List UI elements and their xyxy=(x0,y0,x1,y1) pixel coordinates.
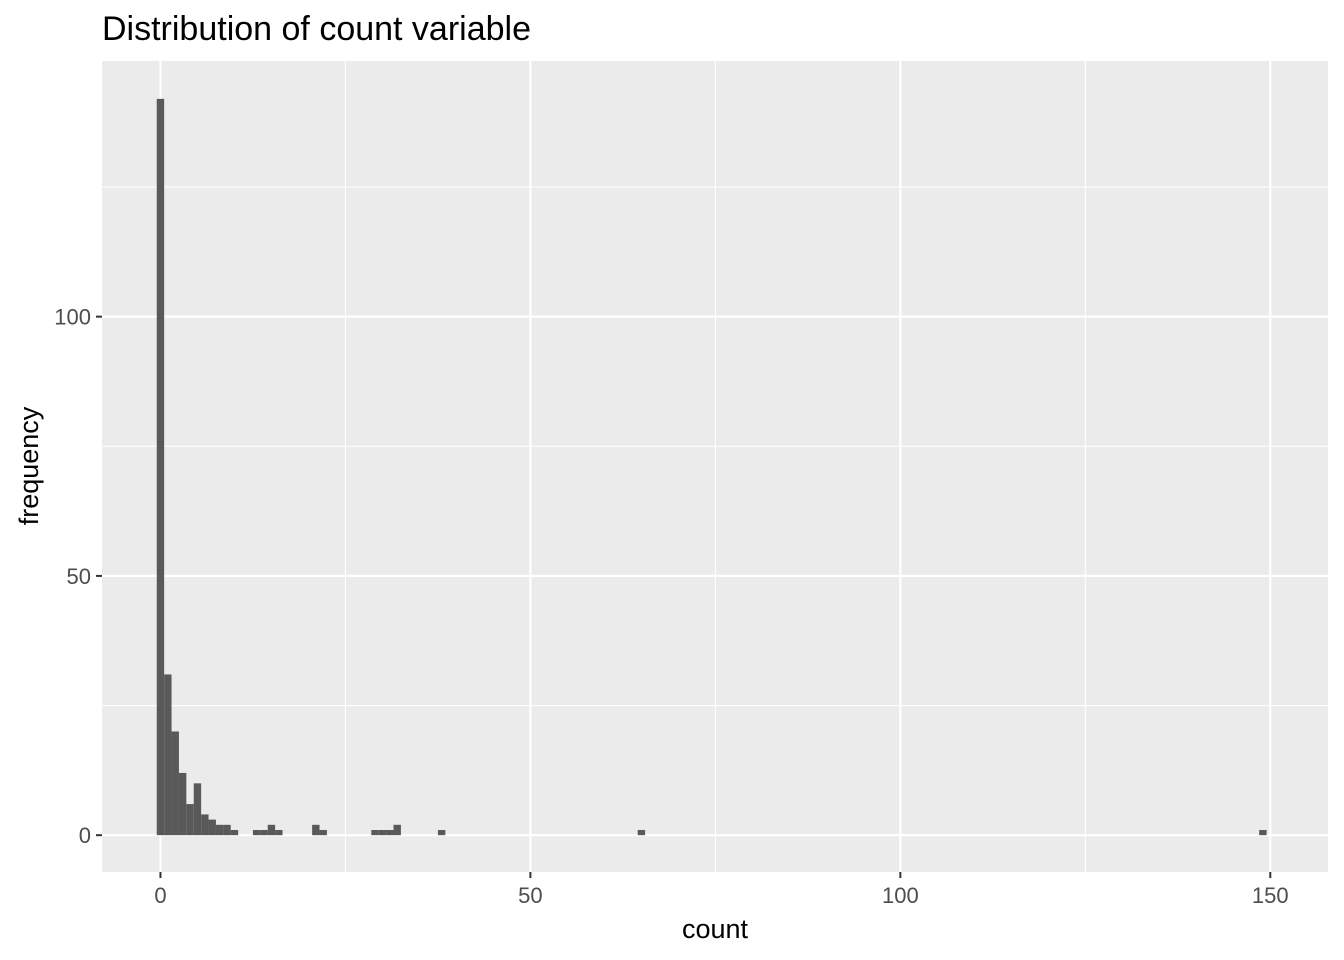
histogram-bar xyxy=(386,829,394,836)
histogram-bar xyxy=(223,824,231,836)
y-tick-label: 50 xyxy=(67,564,91,589)
y-axis-ticks: 0 50 100 xyxy=(54,305,102,848)
histogram-bar xyxy=(208,819,216,836)
histogram-bar xyxy=(164,674,172,836)
histogram-bar xyxy=(215,824,224,836)
histogram-bar xyxy=(378,829,387,836)
x-axis-title: count xyxy=(682,914,749,944)
minor-gridlines xyxy=(102,61,1328,872)
chart-title: Distribution of count variable xyxy=(102,10,531,48)
histogram-bar xyxy=(230,829,239,836)
histogram-bar xyxy=(267,824,276,836)
histogram-bar xyxy=(437,829,446,836)
y-tick-label: 0 xyxy=(79,823,91,848)
histogram-bar xyxy=(252,829,261,836)
histogram-bar xyxy=(201,814,209,836)
histogram-bar xyxy=(312,824,320,836)
histogram-bar xyxy=(171,731,179,836)
x-axis-ticks: 0 50 100 150 xyxy=(154,872,1289,908)
y-tick-label: 100 xyxy=(54,305,91,330)
x-tick-label: 0 xyxy=(154,883,166,908)
histogram-bar xyxy=(637,829,646,836)
histogram-bar xyxy=(1259,829,1267,836)
histogram-bar xyxy=(260,829,268,836)
histogram-bar xyxy=(186,804,194,836)
histogram-bars xyxy=(156,98,1267,836)
histogram-bar xyxy=(393,824,401,836)
histogram-bar xyxy=(275,829,283,836)
x-tick-label: 50 xyxy=(518,883,542,908)
x-tick-label: 100 xyxy=(882,883,919,908)
histogram-bar xyxy=(156,98,165,836)
y-axis-title: frequency xyxy=(14,406,44,525)
histogram-bar xyxy=(193,783,202,836)
histogram-bar xyxy=(319,829,327,836)
histogram-bar xyxy=(178,772,187,836)
x-tick-label: 150 xyxy=(1252,883,1289,908)
histogram-bar xyxy=(371,829,379,836)
